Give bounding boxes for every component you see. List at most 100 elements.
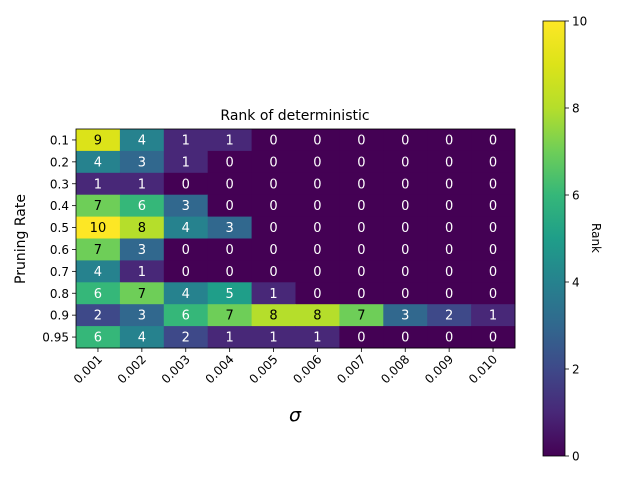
heatmap-cell	[76, 260, 121, 283]
cell-value-label: 0	[313, 265, 321, 280]
x-tick-label: 0.001	[71, 352, 105, 386]
heatmap-cell	[427, 129, 472, 152]
heatmap-cell	[427, 304, 472, 327]
cell-value-label: 0	[357, 265, 365, 280]
y-tick-label: 0.9	[50, 309, 69, 323]
cell-value-label: 0	[357, 155, 365, 170]
cell-value-label: 0	[313, 287, 321, 302]
cell-value-label: 7	[357, 309, 365, 324]
heatmap-cell	[207, 326, 252, 349]
cell-value-label: 0	[313, 221, 321, 236]
heatmap-cell	[119, 304, 165, 327]
heatmap-cell	[471, 216, 516, 239]
cell-value-label: 4	[182, 221, 190, 236]
cell-value-label: 0	[269, 221, 277, 236]
cell-value-label: 0	[357, 287, 365, 302]
heatmap-cell	[251, 238, 296, 261]
x-tick-label: 0.010	[466, 352, 500, 386]
heatmap-cell	[163, 150, 209, 174]
chart-title: Rank of deterministic	[220, 108, 369, 124]
cell-value-label: 0	[357, 133, 365, 148]
heatmap-cell	[339, 129, 384, 152]
y-tick-label: 0.6	[50, 243, 69, 257]
x-tick-label: 0.004	[203, 352, 237, 386]
heatmap-cell	[251, 326, 296, 349]
heatmap-cell	[295, 150, 340, 174]
heatmap-cell	[383, 260, 428, 283]
heatmap-cell	[207, 150, 252, 174]
heatmap-cells: 9 4 1 1 0 0 0 0 0 04 3 1 0 0 0 0 0 0 01 1 0 0 0 0 0 0 0 07 6 3 0 0 0 0 0 0 0…	[76, 129, 516, 349]
cell-value-label: 0	[226, 265, 234, 280]
cell-value-label: 0	[357, 331, 365, 346]
cell-value-label: 0	[269, 133, 277, 148]
heatmap-cell	[76, 172, 121, 196]
cell-value-label: 0	[182, 243, 190, 258]
heatmap-cell	[119, 238, 165, 261]
heatmap-cell	[207, 238, 252, 261]
heatmap-cell	[427, 150, 472, 174]
heatmap-cell	[163, 304, 209, 327]
heatmap-cell	[383, 194, 428, 217]
cell-value-label: 0	[401, 331, 409, 346]
heatmap-cell	[295, 238, 340, 261]
cell-value-label: 0	[226, 155, 234, 170]
cell-value-label: 4	[138, 133, 146, 148]
cell-value-label: 3	[138, 155, 146, 170]
cell-value-label: 0	[269, 155, 277, 170]
heatmap-cell	[339, 194, 384, 217]
heatmap-cell	[76, 304, 121, 327]
heatmap-cell	[76, 150, 121, 174]
heatmap-cell	[295, 260, 340, 283]
x-tick-label: 0.002	[115, 352, 149, 386]
y-axis-label: Pruning Rate	[13, 194, 29, 284]
heatmap-cell	[339, 282, 384, 305]
heatmap-cell	[251, 150, 296, 174]
heatmap-cell	[427, 194, 472, 217]
cell-value-label: 0	[489, 331, 497, 346]
y-axis-ticks: 0.1 0.2 0.3 0.4 0.5 0.6 0.7 0.8 0.9 0.95	[42, 133, 76, 345]
cell-value-label: 4	[138, 331, 146, 346]
heatmap-cell	[339, 238, 384, 261]
colorbar-tick-label: 8	[572, 102, 580, 116]
heatmap-cell	[427, 238, 472, 261]
colorbar-tick-label: 2	[572, 363, 580, 377]
cell-value-label: 1	[182, 133, 190, 148]
heatmap-cell	[163, 129, 209, 152]
heatmap-cell	[471, 150, 516, 174]
cell-value-label: 2	[445, 309, 453, 324]
heatmap-cell	[207, 304, 252, 327]
heatmap-cell	[383, 172, 428, 196]
heatmap-cell	[471, 129, 516, 152]
heatmap-cell	[471, 194, 516, 217]
cell-value-label: 0	[182, 265, 190, 280]
cell-value-label: 1	[269, 331, 277, 346]
cell-value-label: 0	[489, 265, 497, 280]
cell-value-label: 0	[445, 287, 453, 302]
heatmap-cell	[76, 326, 121, 349]
heatmap-cell	[207, 172, 252, 196]
cell-value-label: 0	[313, 177, 321, 192]
cell-value-label: 4	[182, 287, 190, 302]
cell-value-label: 3	[226, 221, 234, 236]
cell-value-label: 0	[401, 133, 409, 148]
heatmap-cell	[163, 172, 209, 196]
heatmap-cell	[119, 216, 165, 239]
heatmap-cell	[295, 216, 340, 239]
cell-value-label: 0	[489, 177, 497, 192]
cell-value-label: 1	[313, 331, 321, 346]
y-tick-label: 0.4	[50, 199, 69, 213]
heatmap-cell	[119, 129, 165, 152]
x-tick-label: 0.005	[246, 352, 280, 386]
heatmap-cell	[119, 260, 165, 283]
heatmap-cell	[383, 150, 428, 174]
colorbar: 0 2 4 6 8 10 Rank	[542, 15, 603, 464]
cell-value-label: 0	[357, 221, 365, 236]
cell-value-label: 0	[489, 287, 497, 302]
cell-value-label: 0	[489, 133, 497, 148]
heatmap-cell	[251, 172, 296, 196]
cell-value-label: 0	[445, 155, 453, 170]
cell-value-label: 0	[401, 287, 409, 302]
heatmap-cell	[295, 282, 340, 305]
y-tick-label: 0.1	[50, 133, 69, 147]
cell-value-label: 0	[489, 199, 497, 214]
